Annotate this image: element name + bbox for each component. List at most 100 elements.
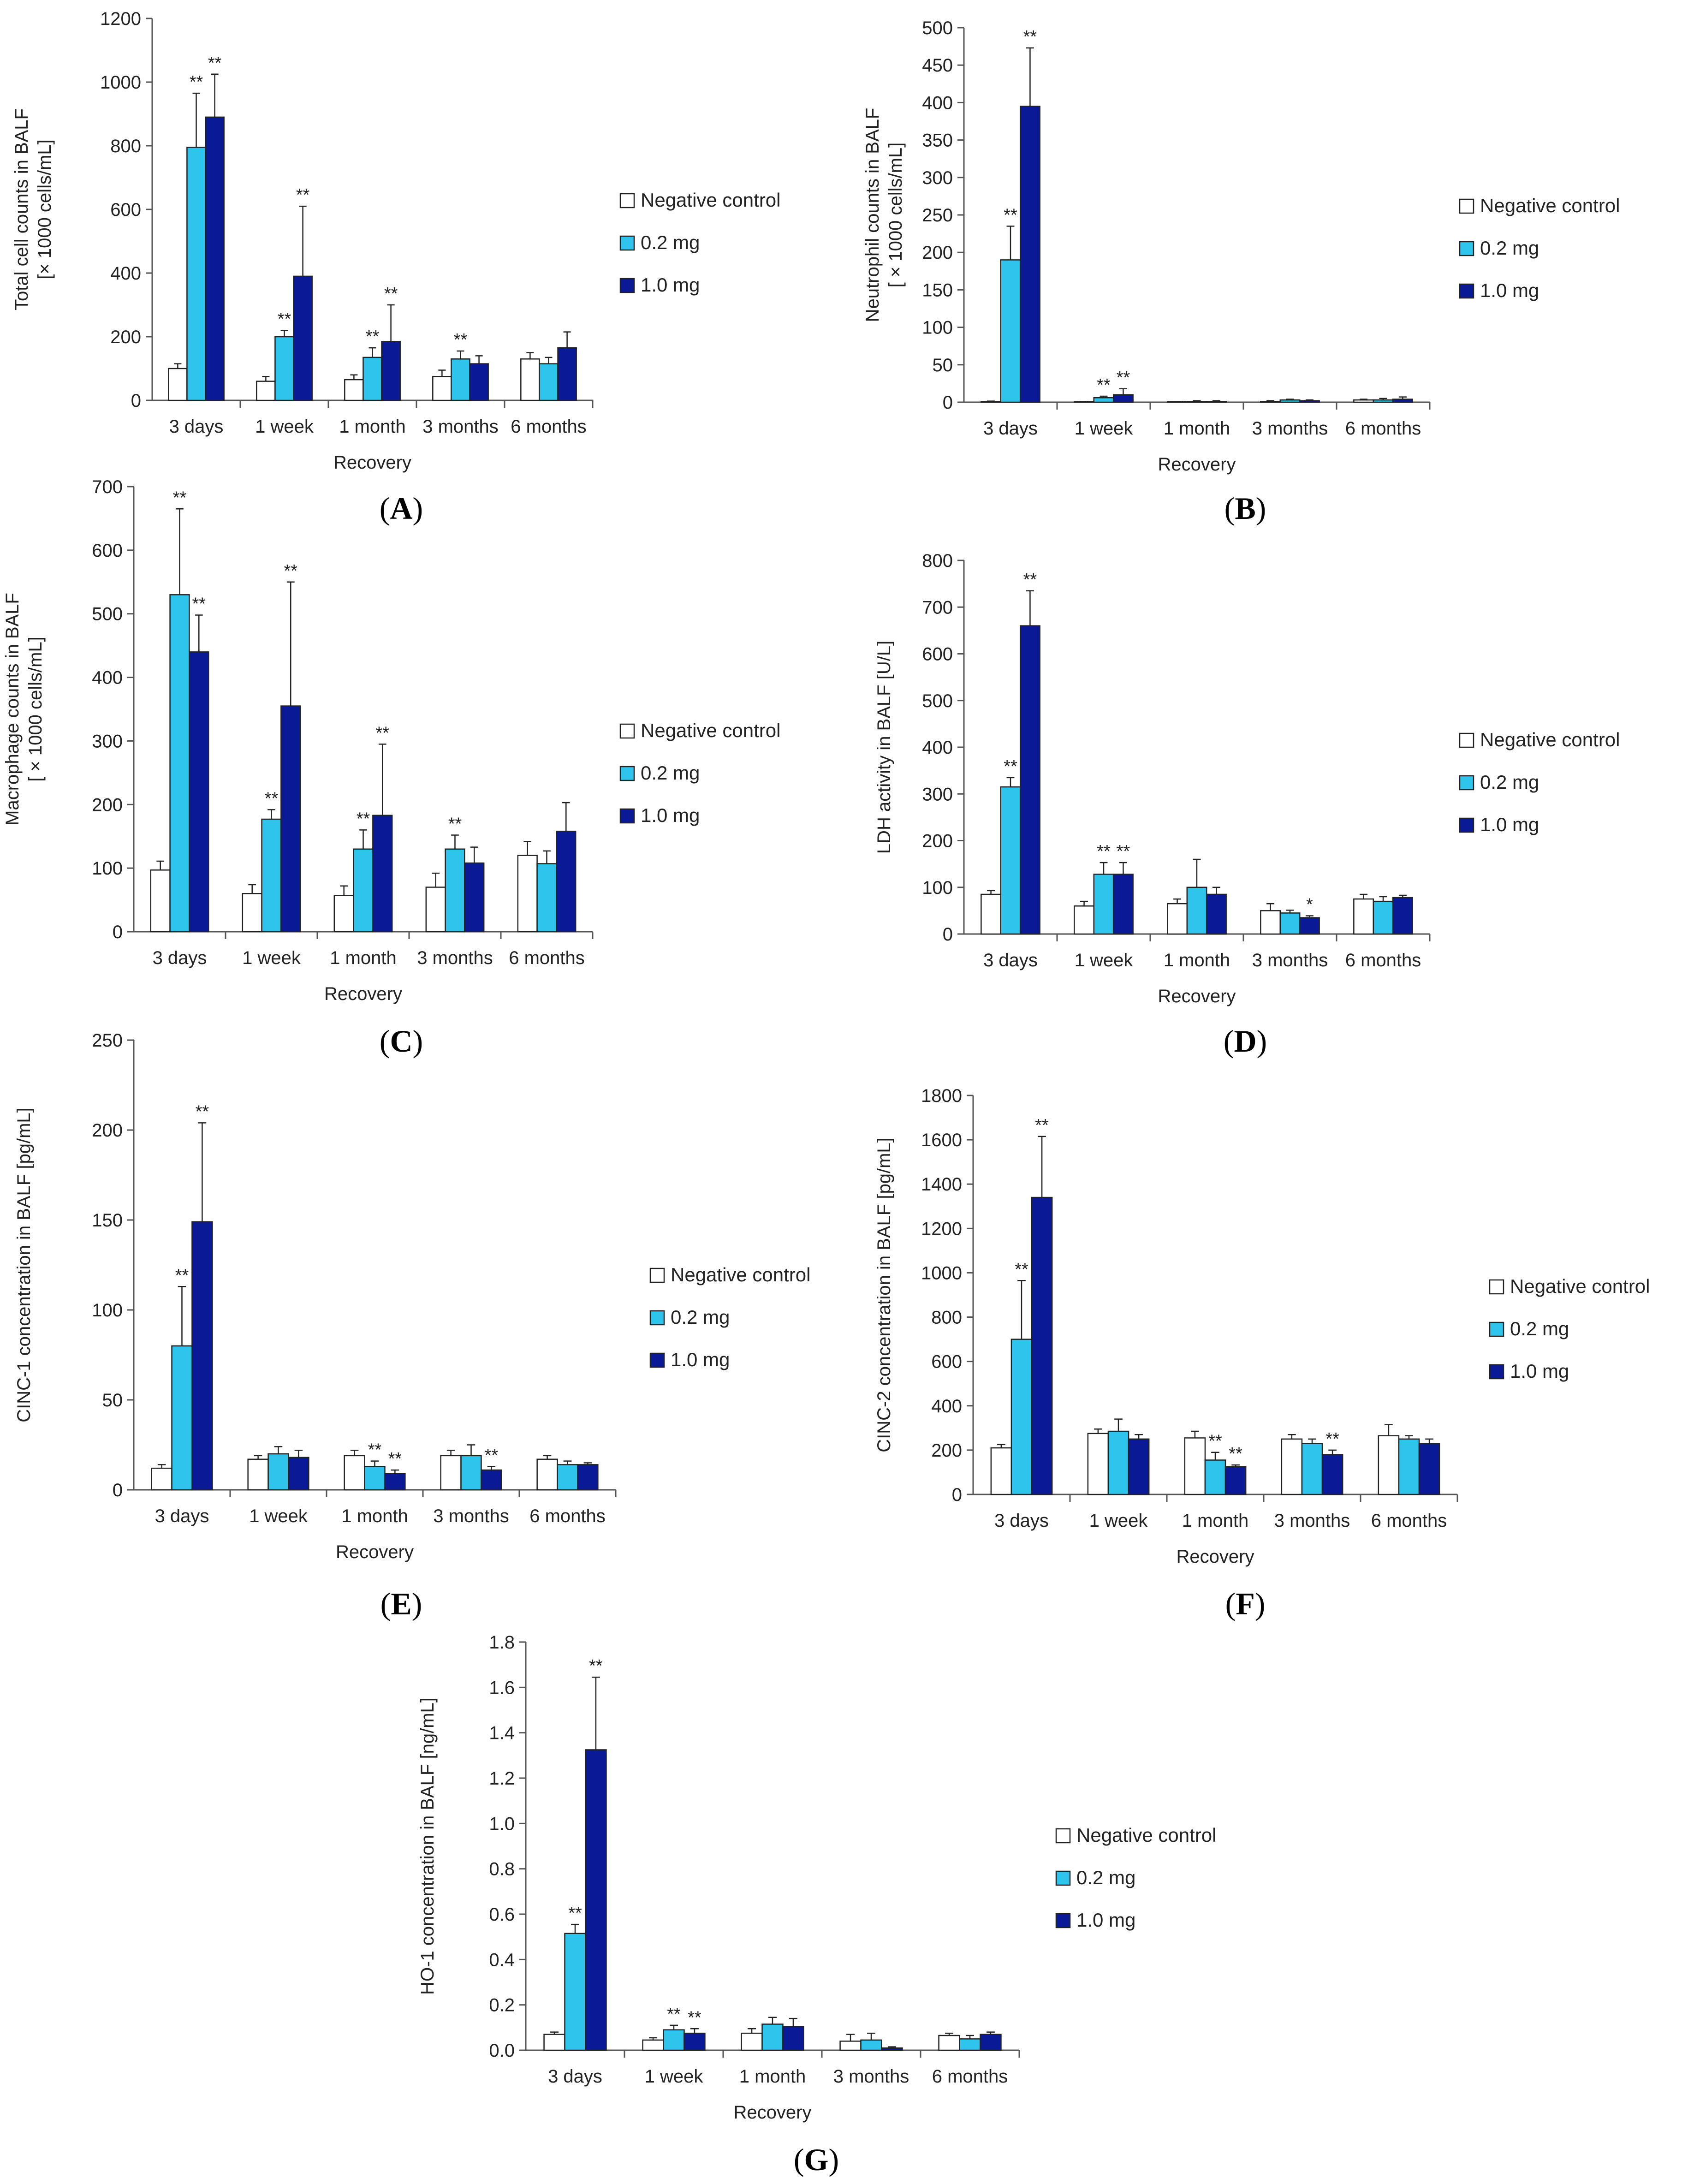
x-tick-label: 1 week — [1089, 1511, 1148, 1531]
y-tick-label: 50 — [102, 1390, 123, 1410]
chart-panel-e: 0 50 100 150 200 250 3 days ** ** 1 week 1 month **… — [14, 1030, 811, 1621]
y-axis-label: Neutrophil counts in BALF — [862, 108, 883, 322]
significance-mark: ** — [485, 1446, 499, 1465]
bar-neg — [839, 2041, 862, 2051]
y-tick-label: 150 — [92, 1210, 123, 1231]
y-tick-label: 0.4 — [489, 1950, 515, 1970]
chart-panel-a: 0 200 400 600 800 1000 1200 3 days ** ** 1 week ** *… — [12, 9, 781, 526]
significance-mark: ** — [296, 185, 310, 205]
legend-label: Negative control — [641, 189, 781, 211]
bar-high — [683, 2032, 706, 2051]
legend-swatch — [619, 723, 635, 739]
bar-neg — [517, 855, 538, 933]
chart-panel-f: 0 200 400 600 800 1000 1200 1400 1600 1800 3 days *… — [874, 1086, 1650, 1621]
x-tick-label: 3 days — [983, 418, 1038, 439]
bar-high — [1224, 1466, 1247, 1495]
bar-high — [381, 341, 401, 401]
x-tick-label: 1 month — [1164, 418, 1230, 439]
y-tick-label: 300 — [922, 784, 953, 804]
panel-caption: (C) — [380, 1024, 423, 1059]
bar-low — [1204, 1459, 1226, 1495]
legend-swatch — [619, 193, 635, 208]
significance-mark: ** — [1097, 375, 1111, 395]
y-axis-label: [ × 1000 cells/mL] — [886, 143, 906, 288]
bar-low — [761, 2023, 784, 2051]
bar-high — [1418, 1443, 1440, 1495]
significance-mark: ** — [265, 789, 279, 808]
significance-mark: * — [1306, 895, 1313, 915]
significance-mark: ** — [357, 809, 370, 828]
bar-high — [1112, 874, 1134, 935]
panel-caption: (F) — [1225, 1586, 1266, 1621]
legend-label: 0.2 mg — [641, 232, 700, 253]
significance-mark: ** — [1117, 368, 1130, 387]
significance-mark: ** — [1004, 757, 1017, 776]
bar-high — [1019, 625, 1040, 935]
bar-low — [1279, 912, 1301, 935]
y-tick-label: 0 — [113, 922, 123, 942]
bar-high — [557, 347, 577, 401]
x-tick-label: 3 months — [1252, 418, 1328, 439]
bar-high — [1031, 1196, 1053, 1495]
legend-swatch — [1459, 241, 1474, 256]
y-tick-label: 400 — [92, 668, 123, 688]
significance-mark: ** — [1004, 205, 1017, 225]
bar-high — [881, 2047, 903, 2051]
legend-label: Negative control — [641, 720, 781, 741]
y-tick-label: 0.0 — [489, 2041, 515, 2061]
legend-label: 1.0 mg — [641, 274, 700, 296]
bar-low — [186, 147, 206, 401]
legend-swatch — [649, 1310, 665, 1326]
significance-mark: ** — [278, 309, 291, 329]
panel-letter: E — [391, 1586, 411, 1621]
bar-low — [860, 2039, 882, 2051]
y-tick-label: 100 — [92, 858, 123, 879]
y-tick-label: 800 — [931, 1308, 962, 1328]
x-tick-label: 3 days — [169, 417, 224, 437]
bar-low — [1010, 1339, 1033, 1495]
x-tick-label: 6 months — [1345, 950, 1421, 970]
y-tick-label: 200 — [92, 1120, 123, 1141]
y-axis-label: LDH activity in BALF [U/L] — [874, 641, 894, 854]
bar-high — [980, 2034, 1002, 2051]
y-axis-label: HO-1 concentration in BALF [ng/mL] — [417, 1697, 438, 1995]
x-tick-label: 1 month — [739, 2066, 806, 2087]
bar-neg — [150, 869, 171, 933]
x-tick-label: 6 months — [511, 417, 587, 437]
legend-label: 0.2 mg — [641, 762, 700, 784]
legend-swatch — [1489, 1321, 1504, 1337]
y-tick-label: 200 — [92, 795, 123, 815]
legend-label: 1.0 mg — [1510, 1360, 1569, 1382]
significance-mark: ** — [448, 814, 462, 833]
bar-high — [293, 275, 313, 401]
y-tick-label: 200 — [110, 327, 141, 347]
x-tick-label: 3 days — [548, 2066, 602, 2087]
bar-high — [384, 1473, 406, 1491]
y-tick-label: 1600 — [921, 1130, 962, 1150]
legend-swatch — [619, 808, 635, 824]
x-tick-label: 3 days — [994, 1511, 1049, 1531]
bar-high — [1206, 893, 1227, 935]
y-tick-label: 200 — [931, 1440, 962, 1461]
bar-high — [189, 651, 209, 933]
significance-mark: ** — [1208, 1432, 1222, 1451]
legend-swatch — [619, 278, 635, 293]
bar-low — [1186, 887, 1207, 935]
y-tick-label: 300 — [92, 731, 123, 751]
bar-neg — [168, 368, 188, 401]
bar-high — [280, 705, 301, 933]
panel-caption: (G) — [794, 2142, 839, 2177]
bar-neg — [1087, 1433, 1109, 1495]
bar-low — [536, 863, 557, 933]
panel-letter: F — [1236, 1586, 1255, 1621]
bar-high — [1112, 394, 1134, 403]
panel-letter: G — [804, 2142, 829, 2177]
y-tick-label: 500 — [922, 691, 953, 711]
significance-mark: ** — [190, 72, 203, 92]
legend-label: 1.0 mg — [671, 1349, 730, 1370]
legend-swatch — [1489, 1279, 1504, 1295]
y-tick-label: 1000 — [921, 1263, 962, 1283]
bar-low — [959, 2038, 981, 2051]
legend-swatch — [1055, 1913, 1071, 1928]
